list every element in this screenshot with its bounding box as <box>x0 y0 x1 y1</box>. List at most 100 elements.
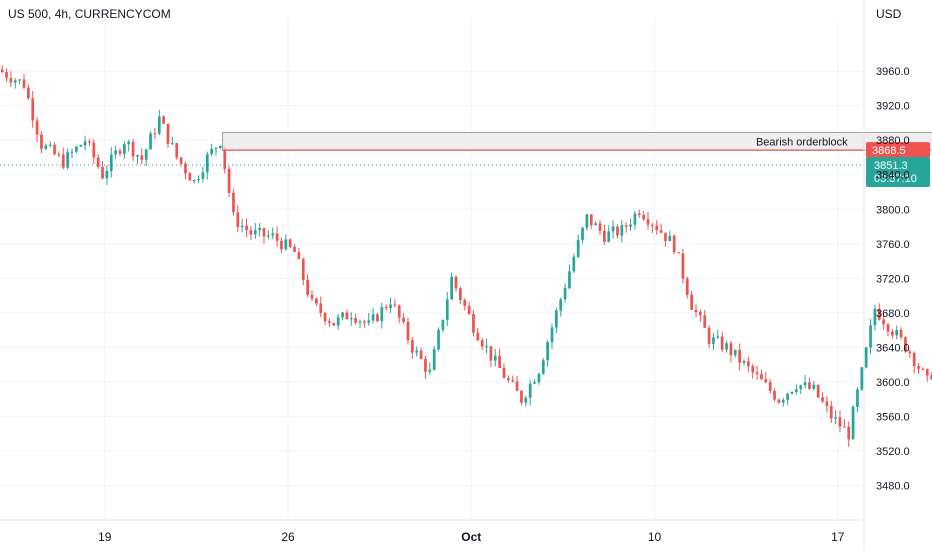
chart-grid <box>0 18 864 520</box>
candle-body <box>873 308 877 326</box>
candle-body <box>642 214 645 220</box>
candle <box>192 179 196 184</box>
candle-body <box>371 314 375 321</box>
candle <box>345 309 349 320</box>
candle <box>467 302 471 315</box>
candle <box>18 78 21 85</box>
candle <box>838 410 842 433</box>
candle-body <box>240 225 244 228</box>
candle <box>258 223 261 237</box>
candle <box>210 143 213 157</box>
candle <box>53 142 56 156</box>
candle-body <box>812 384 816 389</box>
candle-body <box>856 389 859 407</box>
candle <box>66 148 69 170</box>
candle <box>162 115 165 125</box>
candle <box>315 297 318 307</box>
candle <box>75 145 78 154</box>
candle <box>44 143 48 151</box>
candle-body <box>179 157 183 164</box>
candle <box>607 225 611 243</box>
candle <box>843 418 846 428</box>
candle-body <box>397 305 401 318</box>
candle <box>799 384 803 394</box>
candle-body <box>35 120 39 135</box>
candle-body <box>223 145 227 169</box>
candle <box>88 138 91 146</box>
candle-body <box>245 225 248 231</box>
candle <box>293 244 296 253</box>
candle-body <box>799 385 803 390</box>
candle-body <box>533 382 536 384</box>
candle <box>70 148 74 159</box>
candle <box>589 214 593 229</box>
candle <box>367 313 371 326</box>
candle <box>559 297 563 317</box>
candle-body <box>13 80 17 83</box>
candle <box>166 123 170 149</box>
candle <box>437 327 440 352</box>
candle-body <box>589 214 593 226</box>
candle-body <box>275 233 279 241</box>
candle-body <box>66 152 69 168</box>
candle-body <box>48 144 52 146</box>
candle <box>563 283 567 303</box>
candle <box>546 339 549 367</box>
candle <box>197 175 200 184</box>
candle-body <box>847 426 851 440</box>
candle <box>493 349 497 367</box>
candle-body <box>450 276 453 300</box>
candle <box>5 68 8 82</box>
candle-body <box>249 230 253 235</box>
candle-body <box>232 192 235 213</box>
candle <box>633 210 637 230</box>
candle-body <box>83 141 87 146</box>
candle-body <box>345 312 349 320</box>
candle <box>227 165 231 198</box>
candle-body <box>88 141 91 143</box>
candle-body <box>690 294 693 310</box>
candle-body <box>664 232 667 242</box>
candle-body <box>808 382 811 389</box>
candle-body <box>637 213 641 215</box>
y-tick-label: 3520.0 <box>876 446 910 458</box>
candle <box>371 308 375 324</box>
candle-body <box>109 154 113 172</box>
candle <box>336 313 340 330</box>
candle <box>629 218 632 232</box>
candle <box>9 71 13 88</box>
candle <box>886 322 890 337</box>
candle-body <box>236 212 240 228</box>
candle-body <box>502 367 506 379</box>
candle-body <box>267 235 270 237</box>
candle-body <box>467 305 471 315</box>
candle <box>253 223 257 239</box>
candle-body <box>253 230 257 235</box>
candle <box>515 375 519 392</box>
candle-body <box>310 294 314 299</box>
candle <box>424 355 427 379</box>
candle <box>598 219 602 236</box>
candle-body <box>541 360 545 374</box>
candle <box>188 172 192 181</box>
candle <box>585 213 589 231</box>
candle-body <box>18 79 21 81</box>
candle-body <box>437 329 440 350</box>
candle-body <box>576 239 580 257</box>
candle <box>511 375 515 383</box>
candle-body <box>44 145 48 149</box>
candle-body <box>594 223 597 226</box>
orderblock-label: Bearish orderblock <box>756 136 848 148</box>
candle-body <box>524 397 528 403</box>
candle <box>13 78 17 89</box>
candle <box>306 274 309 298</box>
candle-body <box>616 226 619 236</box>
candle-body <box>559 299 563 311</box>
candle <box>406 317 410 345</box>
candle <box>397 304 401 324</box>
candle-body <box>101 166 104 179</box>
candle-body <box>463 299 467 306</box>
candle-body <box>555 310 558 328</box>
candle-body <box>219 145 222 148</box>
